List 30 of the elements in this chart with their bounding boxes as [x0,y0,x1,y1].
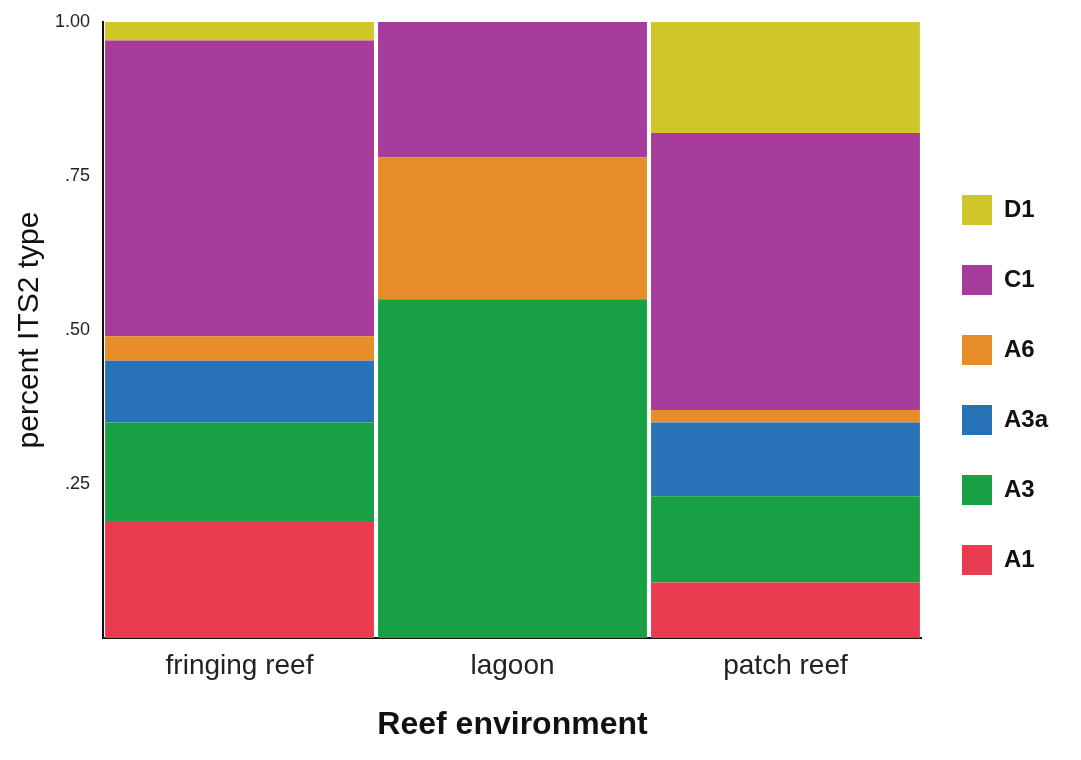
x-axis-title: Reef environment [377,704,648,741]
y-tick-label: .75 [65,164,91,185]
bar [651,496,920,583]
bar [378,299,647,638]
legend-label: A3 [1003,474,1035,502]
bar [378,157,647,300]
x-tick-label: lagoon [470,648,555,680]
bar [105,520,374,638]
bar [105,40,374,337]
x-tick-label: fringing reef [165,648,314,680]
legend-label: A1 [1003,544,1035,572]
y-tick-label: 1.00 [54,10,91,31]
bar [651,410,920,423]
bar [105,422,374,521]
legend-label: C1 [1003,264,1035,292]
bar [651,422,920,497]
x-tick-label: patch reef [723,648,848,680]
legend-label: A6 [1003,334,1035,362]
y-tick-label: .25 [65,472,91,493]
bar [105,336,374,361]
bar [651,582,920,638]
bar [651,132,920,411]
bar [651,22,920,133]
bar [105,360,374,423]
bar [378,22,647,158]
y-tick-label: .50 [65,318,91,339]
y-axis-title: percent ITS2 type [11,211,45,449]
legend-label: A3a [1003,404,1049,432]
legend-label: D1 [1003,194,1035,222]
bar [105,22,374,41]
